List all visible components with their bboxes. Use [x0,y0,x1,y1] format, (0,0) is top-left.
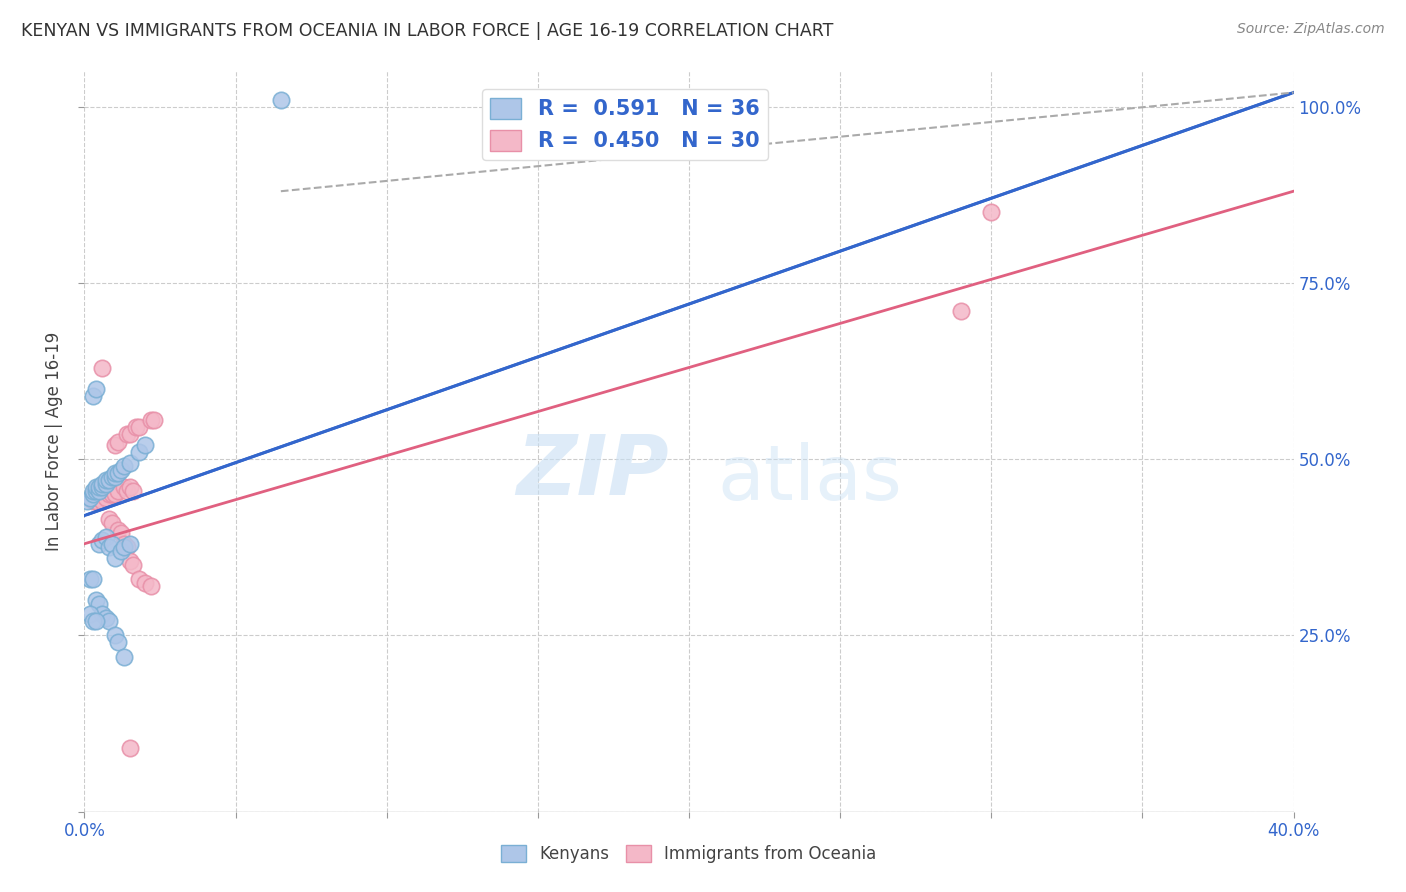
Point [79,572,101,586]
Point [107,483,129,498]
Point [112,480,135,494]
Point [82,389,104,403]
Point [118,427,141,442]
Point [121,558,143,572]
Point [91,533,114,548]
Point [118,537,141,551]
Point [112,541,135,555]
Point [104,487,127,501]
Point [139,413,162,427]
Point [107,434,129,449]
Point [82,615,104,629]
Point [128,420,150,434]
Point [97,473,120,487]
Point [139,579,162,593]
Point [82,494,104,508]
Point [125,420,148,434]
Point [94,473,117,487]
Text: atlas: atlas [717,442,903,516]
Point [89,597,111,611]
Point [104,470,127,484]
Point [107,523,129,537]
Point [104,628,127,642]
Point [86,494,108,508]
Point [86,593,108,607]
Point [112,459,135,474]
Point [86,480,108,494]
Point [79,491,101,505]
Point [89,537,111,551]
Point [89,483,111,498]
Point [100,516,122,530]
Text: ZIP: ZIP [516,431,668,512]
Point [97,615,120,629]
Point [980,205,1002,219]
Point [76,494,98,508]
Point [91,494,114,508]
Point [97,541,120,555]
Point [110,463,132,477]
Point [86,615,108,629]
Point [97,512,120,526]
Legend: Kenyans, Immigrants from Oceania: Kenyans, Immigrants from Oceania [495,838,883,870]
Point [115,483,138,498]
Point [94,611,117,625]
Point [110,544,132,558]
Point [950,304,973,318]
Point [100,470,122,484]
Point [86,483,108,498]
Point [134,575,156,590]
Point [128,572,150,586]
Point [115,541,138,555]
Point [82,487,104,501]
Point [91,607,114,622]
Point [270,93,292,107]
Point [115,427,138,442]
Point [100,487,122,501]
Y-axis label: In Labor Force | Age 16-19: In Labor Force | Age 16-19 [45,332,63,551]
Point [110,526,132,541]
Point [112,537,135,551]
Point [89,480,111,494]
Point [118,554,141,568]
Point [86,382,108,396]
Point [104,438,127,452]
Point [118,480,141,494]
Point [91,360,114,375]
Point [94,530,117,544]
Point [89,491,111,505]
Point [104,467,127,481]
Point [91,476,114,491]
Point [118,741,141,756]
Point [121,483,143,498]
Point [94,491,117,505]
Text: Source: ZipAtlas.com: Source: ZipAtlas.com [1237,22,1385,37]
Point [112,649,135,664]
Point [107,467,129,481]
Point [94,476,117,491]
Text: KENYAN VS IMMIGRANTS FROM OCEANIA IN LABOR FORCE | AGE 16-19 CORRELATION CHART: KENYAN VS IMMIGRANTS FROM OCEANIA IN LAB… [21,22,834,40]
Point [118,456,141,470]
Point [82,572,104,586]
Point [82,483,104,498]
Point [79,607,101,622]
Point [97,487,120,501]
Point [91,480,114,494]
Point [100,537,122,551]
Point [142,413,165,427]
Point [128,445,150,459]
Point [134,438,156,452]
Point [107,635,129,649]
Point [104,550,127,565]
